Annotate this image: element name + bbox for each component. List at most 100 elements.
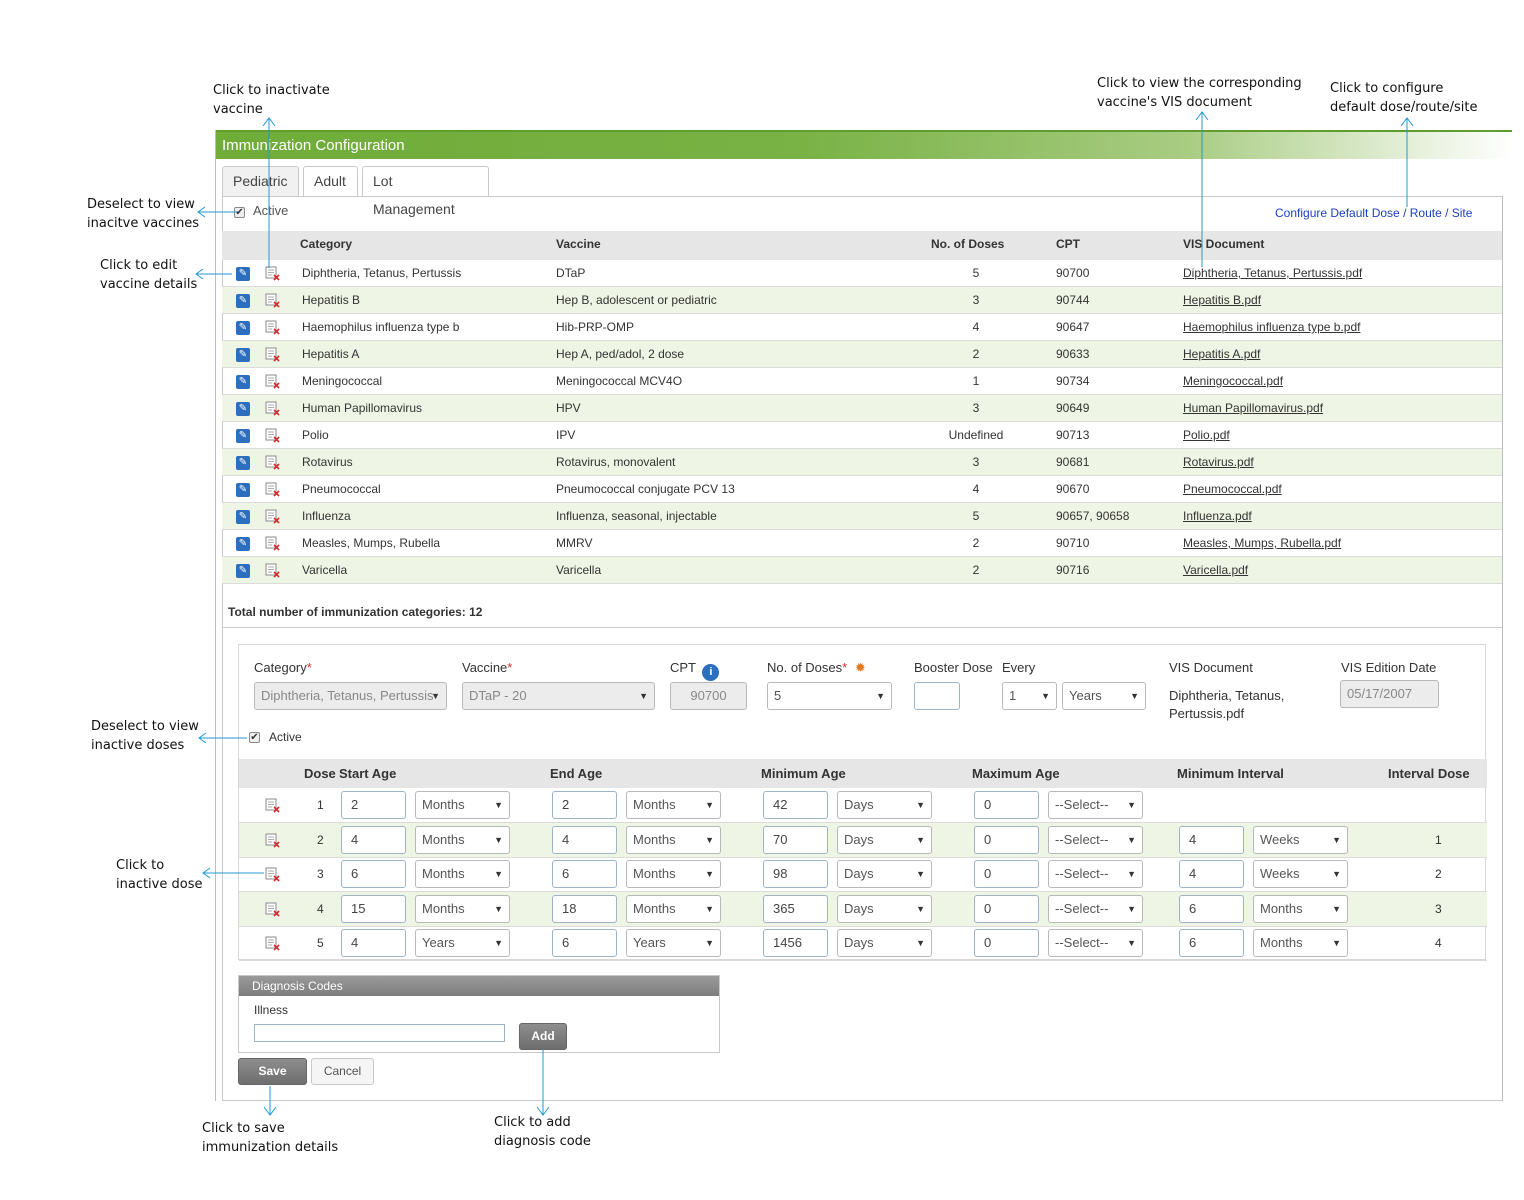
cpt-field[interactable]: 90700	[670, 682, 747, 710]
delete-icon[interactable]	[265, 455, 280, 470]
min-age-unit-select[interactable]: Days	[837, 860, 932, 888]
min-interval-input[interactable]: 6	[1179, 929, 1244, 957]
min-age-unit-select[interactable]: Days	[837, 825, 932, 854]
edit-icon[interactable]: ✎	[236, 537, 250, 551]
min-interval-input[interactable]: 4	[1179, 860, 1244, 888]
row-vis-link[interactable]: Rotavirus.pdf	[1183, 455, 1254, 469]
min-interval-unit-select[interactable]: Months	[1253, 929, 1348, 957]
min-age-input[interactable]: 1456	[763, 929, 828, 957]
row-vis-link[interactable]: Hepatitis A.pdf	[1183, 347, 1261, 361]
delete-icon[interactable]	[265, 536, 280, 551]
edit-icon[interactable]: ✎	[236, 402, 250, 416]
delete-icon[interactable]	[265, 347, 280, 362]
doses-select[interactable]: 5	[767, 682, 892, 710]
category-select[interactable]: Diphtheria, Tetanus, Pertussis	[254, 682, 447, 710]
end-age-unit-select[interactable]: Months	[626, 825, 721, 854]
active-vaccines-checkbox[interactable]: ✔	[234, 207, 245, 218]
delete-icon[interactable]	[265, 266, 280, 281]
row-vis-link[interactable]: Varicella.pdf	[1183, 563, 1249, 577]
row-vis-link[interactable]: Human Papillomavirus.pdf	[1183, 401, 1324, 415]
max-age-input[interactable]: 0	[974, 791, 1039, 819]
start-age-input[interactable]: 2	[341, 791, 406, 819]
edit-icon[interactable]: ✎	[236, 429, 250, 443]
max-age-unit-select[interactable]: --Select--	[1048, 860, 1143, 888]
save-button[interactable]: Save	[238, 1058, 307, 1085]
delete-icon[interactable]	[265, 293, 280, 308]
row-vis-link[interactable]: Meningococcal.pdf	[1183, 374, 1284, 388]
max-age-unit-select[interactable]: --Select--	[1048, 791, 1143, 819]
min-age-input[interactable]: 98	[763, 860, 828, 888]
end-age-input[interactable]: 6	[552, 929, 617, 957]
row-vis-link[interactable]: Diphtheria, Tetanus, Pertussis.pdf	[1183, 266, 1363, 280]
every-unit-select[interactable]: Years	[1062, 682, 1146, 710]
edit-icon[interactable]: ✎	[236, 348, 250, 362]
delete-icon[interactable]	[265, 902, 280, 917]
max-age-unit-select[interactable]: --Select--	[1048, 894, 1143, 923]
min-interval-unit-select[interactable]: Months	[1253, 894, 1348, 923]
edit-icon[interactable]: ✎	[236, 564, 250, 578]
delete-icon[interactable]	[265, 867, 280, 882]
start-age-unit-select[interactable]: Months	[415, 825, 510, 854]
max-age-unit-select[interactable]: --Select--	[1048, 825, 1143, 854]
min-age-input[interactable]: 70	[763, 825, 828, 854]
max-age-input[interactable]: 0	[974, 894, 1039, 923]
tab-adult[interactable]: Adult	[303, 166, 358, 196]
end-age-unit-select[interactable]: Years	[626, 929, 721, 957]
end-age-input[interactable]: 2	[552, 791, 617, 819]
end-age-unit-select[interactable]: Months	[626, 860, 721, 888]
min-age-unit-select[interactable]: Days	[837, 791, 932, 819]
min-age-input[interactable]: 365	[763, 894, 828, 923]
start-age-unit-select[interactable]: Months	[415, 894, 510, 923]
end-age-input[interactable]: 18	[552, 894, 617, 923]
delete-icon[interactable]	[265, 509, 280, 524]
delete-icon[interactable]	[265, 563, 280, 578]
delete-icon[interactable]	[265, 936, 280, 951]
min-age-input[interactable]: 42	[763, 791, 828, 819]
delete-icon[interactable]	[265, 428, 280, 443]
row-vis-link[interactable]: Haemophilus influenza type b.pdf	[1183, 320, 1361, 334]
info-icon[interactable]: i	[702, 664, 720, 681]
add-diagnosis-button[interactable]: Add	[519, 1023, 567, 1050]
start-age-unit-select[interactable]: Years	[415, 929, 510, 957]
edit-icon[interactable]: ✎	[236, 375, 250, 389]
delete-icon[interactable]	[265, 833, 280, 848]
max-age-input[interactable]: 0	[974, 860, 1039, 888]
delete-icon[interactable]	[265, 374, 280, 389]
row-vis-link[interactable]: Pneumococcal.pdf	[1183, 482, 1282, 496]
edit-icon[interactable]: ✎	[236, 267, 250, 281]
configure-default-link[interactable]: Configure Default Dose / Route / Site	[1275, 206, 1473, 220]
min-interval-unit-select[interactable]: Weeks	[1253, 825, 1348, 854]
booster-input[interactable]	[914, 682, 960, 710]
cancel-button[interactable]: Cancel	[311, 1058, 374, 1085]
end-age-unit-select[interactable]: Months	[626, 894, 721, 923]
min-age-unit-select[interactable]: Days	[837, 894, 932, 923]
start-age-input[interactable]: 15	[341, 894, 406, 923]
end-age-input[interactable]: 4	[552, 825, 617, 854]
edit-icon[interactable]: ✎	[236, 456, 250, 470]
start-age-input[interactable]: 6	[341, 860, 406, 888]
row-vis-link[interactable]: Hepatitis B.pdf	[1183, 293, 1262, 307]
start-age-input[interactable]: 4	[341, 929, 406, 957]
max-age-input[interactable]: 0	[974, 825, 1039, 854]
edit-icon[interactable]: ✎	[236, 294, 250, 308]
row-vis-link[interactable]: Measles, Mumps, Rubella.pdf	[1183, 536, 1342, 550]
start-age-unit-select[interactable]: Months	[415, 791, 510, 819]
active-doses-checkbox[interactable]: ✔	[249, 732, 260, 743]
min-interval-input[interactable]: 4	[1179, 825, 1244, 854]
edit-icon[interactable]: ✎	[236, 483, 250, 497]
illness-input[interactable]	[254, 1024, 505, 1042]
start-age-unit-select[interactable]: Months	[415, 860, 510, 888]
edit-icon[interactable]: ✎	[236, 510, 250, 524]
vis-document-link[interactable]: Diphtheria, Tetanus, Pertussis.pdf	[1169, 688, 1285, 721]
delete-icon[interactable]	[265, 482, 280, 497]
max-age-unit-select[interactable]: --Select--	[1048, 929, 1143, 957]
start-age-input[interactable]: 4	[341, 825, 406, 854]
row-vis-link[interactable]: Polio.pdf	[1183, 428, 1230, 442]
gear-icon[interactable]: ✹	[854, 660, 866, 675]
vaccine-select[interactable]: DTaP - 20	[462, 682, 655, 710]
row-vis-link[interactable]: Influenza.pdf	[1183, 509, 1252, 523]
tab-lot-management[interactable]: Lot Management	[362, 166, 489, 217]
vis-edition-date-field[interactable]: 05/17/2007	[1340, 680, 1439, 708]
delete-icon[interactable]	[265, 401, 280, 416]
end-age-unit-select[interactable]: Months	[626, 791, 721, 819]
